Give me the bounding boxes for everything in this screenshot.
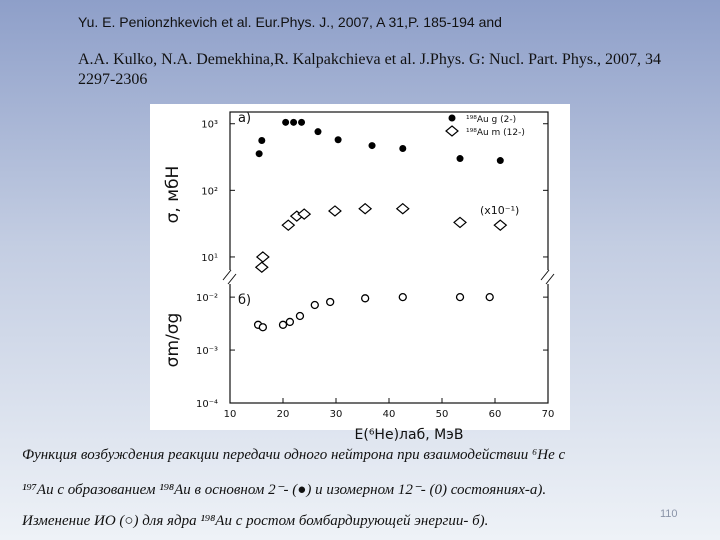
marker [448,114,456,122]
marker [358,202,373,215]
legend-label: ¹⁹⁸Au m (12-) [466,128,525,138]
marker [328,205,342,217]
marker [398,292,407,302]
marker [493,219,508,231]
marker [399,144,407,152]
marker [281,219,296,231]
page-number: 110 [660,508,678,520]
reference: A.A. Kulko, N.A. Demekhina,R. Kalpakchie… [78,51,662,88]
marker [445,125,459,137]
panel-label: a) [238,111,251,126]
y-tick-label: 10⁻⁴ [196,399,218,410]
x-tick-label: 60 [489,409,502,420]
x-tick-label: 30 [330,409,343,420]
marker [395,202,410,215]
x-axis-label: E(⁶He)лаб, МэВ [355,427,464,443]
marker [290,118,298,126]
x-tick-label: 70 [542,409,555,420]
x-tick-label: 40 [383,409,396,420]
marker [496,157,504,165]
x-tick-label: 50 [436,409,449,420]
y-tick-label: 10⁻² [196,293,218,304]
plot-background [150,104,570,430]
marker [456,155,464,163]
x-tick-label: 10 [224,409,237,420]
caption: ¹⁹⁷Au с образованием ¹⁹⁸Au в основном 2⁻… [22,482,547,498]
marker [310,300,319,310]
y-tick-label: 10² [201,186,218,197]
marker [255,150,263,158]
caption: Изменение ИО (○) для ядра ¹⁹⁸Au с ростом… [22,513,489,529]
marker [285,317,295,327]
marker [298,118,306,126]
y-tick-label: 10³ [201,120,218,131]
marker [485,292,494,302]
marker [455,292,465,302]
marker [254,261,269,274]
marker [295,311,305,321]
marker [360,294,370,303]
caption: Функция возбуждения реакции передачи одн… [22,447,566,463]
y-axis-label: σ, мбН [163,166,183,224]
y-tick-label: 10⁻³ [196,346,218,357]
marker [368,142,376,150]
marker [258,323,268,332]
marker [314,128,322,136]
marker [334,136,342,144]
marker [258,137,266,145]
legend-label: ¹⁹⁸Au g (2-) [466,115,516,125]
marker [278,320,288,329]
marker [326,297,335,307]
marker [255,251,270,263]
annotation: (x10⁻¹) [480,204,519,217]
panel-label: б) [238,293,251,308]
marker [453,216,467,229]
reference: Yu. E. Penionzhkevich et al. Eur.Phys. J… [78,14,502,30]
y-tick-label: 10¹ [201,253,218,264]
y-axis-label: σm/σg [163,313,183,368]
axis-break [222,269,556,285]
x-tick-label: 20 [277,409,290,420]
marker [297,208,312,220]
marker [282,118,290,126]
